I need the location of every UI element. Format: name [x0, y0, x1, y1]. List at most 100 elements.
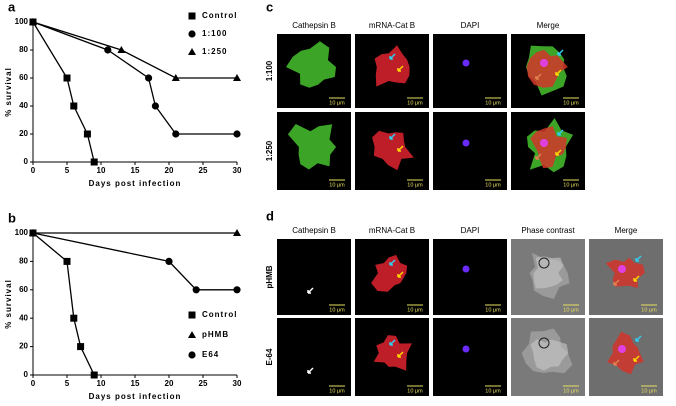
row-label: E-64	[265, 348, 274, 365]
nucleus	[538, 257, 550, 269]
panel-label: d	[266, 208, 274, 223]
x-tick-label: 10	[97, 166, 106, 175]
cell	[530, 126, 567, 169]
y-axis-label: % survival	[4, 67, 13, 117]
arrow	[389, 259, 396, 266]
marker-triangle	[29, 18, 37, 25]
x-tick-label: 25	[199, 166, 208, 175]
x-tick-label: 10	[97, 379, 106, 388]
legend-label: Control	[202, 310, 237, 319]
scale-bar-label: 10 μm	[485, 100, 501, 106]
legend-label: pHMB	[202, 330, 229, 339]
column-header: Merge	[615, 226, 638, 235]
panel-label: b	[8, 210, 16, 225]
arrow	[535, 73, 542, 80]
marker-square	[77, 343, 85, 351]
row-label: 1:100	[265, 60, 274, 81]
x-tick-label: 20	[165, 166, 174, 175]
legend-label: 1:100	[202, 29, 227, 38]
y-tick-label: 0	[24, 157, 29, 166]
panel-label: a	[8, 0, 16, 14]
cell	[533, 256, 564, 289]
nucleus	[540, 139, 548, 147]
panel-label: c	[266, 0, 273, 14]
cell	[286, 41, 336, 88]
scale-bar-label: 10 μm	[563, 182, 579, 188]
marker-circle	[233, 286, 241, 294]
y-tick-label: 80	[19, 257, 28, 266]
micrograph	[433, 112, 507, 190]
cell	[371, 254, 408, 292]
marker-square	[90, 158, 98, 166]
x-tick-label: 0	[31, 166, 36, 175]
cell	[372, 130, 414, 171]
arrow	[557, 49, 564, 56]
arrow	[613, 359, 620, 366]
arrow	[633, 355, 640, 362]
legend-marker	[188, 12, 196, 20]
scale-bar-label: 10 μm	[641, 307, 657, 313]
y-tick-label: 40	[19, 313, 28, 322]
scale-bar-label: 10 μm	[329, 182, 345, 188]
scale-bar-label: 10 μm	[329, 307, 345, 313]
column-header: Phase contrast	[521, 226, 575, 235]
marker-triangle	[171, 74, 180, 81]
legend-marker	[188, 311, 196, 319]
column-header: DAPI	[461, 226, 480, 235]
nucleus	[462, 139, 470, 147]
y-tick-label: 0	[24, 370, 29, 379]
micrograph	[433, 34, 507, 108]
legend-label: 1:250	[202, 47, 227, 56]
marker-circle	[165, 257, 173, 265]
marker-square	[83, 130, 91, 138]
marker-triangle	[233, 74, 241, 81]
arrow	[635, 335, 642, 342]
marker-square	[70, 102, 78, 110]
arrow	[555, 69, 562, 76]
series-line	[32, 21, 95, 163]
y-tick-label: 100	[15, 228, 29, 237]
scale-bar-label: 10 μm	[329, 100, 345, 106]
arrow	[397, 271, 404, 278]
nucleus	[618, 345, 626, 353]
arrow	[635, 255, 642, 262]
micrograph	[433, 318, 507, 396]
marker-triangle	[233, 229, 241, 236]
x-tick-label: 5	[65, 379, 70, 388]
marker-circle	[145, 74, 153, 82]
scale-bar-label: 10 μm	[329, 388, 345, 394]
y-tick-label: 100	[15, 17, 29, 26]
x-axis-label: Days post infection	[89, 392, 182, 401]
scale-bar-label: 10 μm	[485, 182, 501, 188]
arrow	[397, 65, 404, 72]
nucleus	[462, 345, 470, 353]
arrow	[555, 149, 562, 156]
x-tick-label: 5	[65, 166, 70, 175]
micrograph	[277, 239, 351, 315]
scale-bar-label: 10 μm	[485, 388, 501, 394]
y-axis-label: % survival	[4, 279, 13, 329]
column-header: Cathepsin B	[292, 226, 336, 235]
series-line	[32, 21, 237, 135]
arrow	[613, 279, 620, 286]
scale-bar-label: 10 μm	[563, 100, 579, 106]
marker-square	[63, 257, 71, 265]
legend-marker	[188, 351, 196, 359]
scale-bar-label: 10 μm	[407, 182, 423, 188]
y-tick-label: 20	[19, 129, 28, 138]
column-header: DAPI	[461, 21, 480, 30]
scale-bar-label: 10 μm	[563, 388, 579, 394]
x-tick-label: 30	[233, 379, 242, 388]
arrow	[397, 145, 404, 152]
arrow	[535, 153, 542, 160]
legend-label: E64	[202, 350, 219, 359]
x-tick-label: 30	[233, 166, 242, 175]
series-line	[32, 21, 237, 79]
arrow	[307, 287, 314, 294]
column-header: Cathepsin B	[292, 21, 336, 30]
legend-label: Control	[202, 11, 237, 20]
scale-bar-label: 10 μm	[563, 307, 579, 313]
cell	[374, 45, 410, 87]
marker-square	[90, 371, 98, 379]
